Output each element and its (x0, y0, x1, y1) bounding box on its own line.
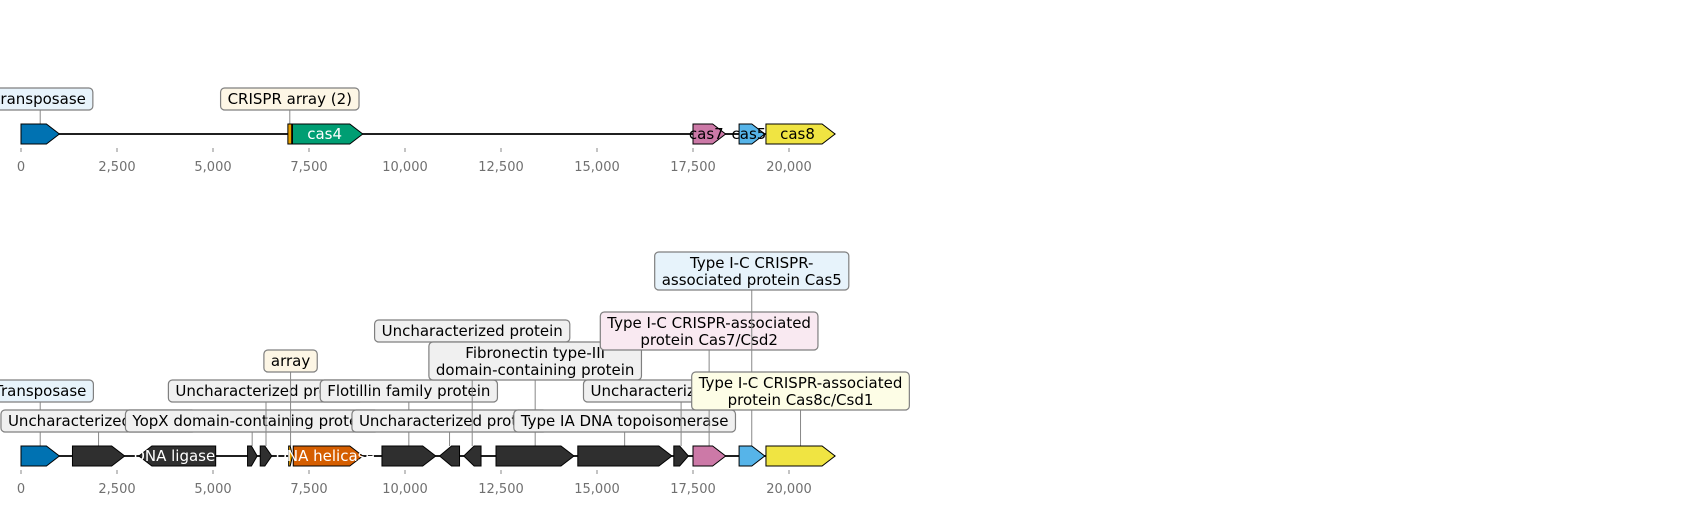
axis-tick-label: 0 (17, 482, 25, 497)
axis-tick-label: 17,500 (670, 482, 716, 497)
callout-box (599, 311, 819, 351)
callout-label: Type I-C CRISPR-associated (698, 374, 903, 392)
gene-label: cas5 (732, 125, 767, 143)
gene-callout: Uncharacterized protein (351, 409, 548, 433)
axis-tick-label: 20,000 (766, 482, 812, 497)
callout-label: Type IA DNA topoisomerase (520, 412, 729, 430)
callout-box (0, 87, 94, 111)
gene-callout: Uncharacterized protein (373, 319, 571, 343)
gene-arrow (673, 445, 690, 467)
callout-label: domain-containing protein (436, 361, 635, 379)
gene-arrow (692, 123, 727, 145)
callout-label: Fibronectin type-III (465, 344, 605, 362)
gene-arrow (71, 445, 126, 467)
axis-tick-label: 5,000 (194, 482, 231, 497)
callout-label: transposase (0, 90, 86, 108)
axis-tick-label: 12,500 (478, 160, 524, 175)
gene-label: cas8 (780, 125, 815, 143)
gene-arrow (288, 445, 294, 467)
callout-label: protein Cas7/Csd2 (640, 331, 778, 349)
gene-callout: Type I-C CRISPR-associated protein Cas5 (654, 251, 850, 291)
callout-label: Transposase (0, 382, 86, 400)
gene-arrow (292, 445, 364, 467)
axis-tick-label: 2,500 (98, 160, 135, 175)
axis-tick-label: 15,000 (574, 482, 620, 497)
callout-box (428, 341, 643, 381)
gene-arrow (20, 445, 61, 467)
axis-tick-label: 10,000 (382, 482, 428, 497)
gene-label: DNA helicase (275, 447, 374, 465)
callout-label: Uncharacterized protein (359, 412, 540, 430)
gene-arrow (738, 445, 766, 467)
gene-arrow (20, 123, 61, 145)
axis-tick-label: 10,000 (382, 160, 428, 175)
gene-label: cas4 (307, 125, 342, 143)
gene-label: cas7 (689, 125, 724, 143)
callout-label: Type I-C CRISPR- (689, 254, 813, 272)
callout-label: array (271, 352, 310, 370)
gene-callout: transposase (0, 87, 94, 111)
gene-callout: YopX domain-containing protein (124, 409, 380, 433)
callout-label: protein Cas8c/Csd1 (728, 391, 874, 409)
gene-arrow (463, 445, 482, 467)
callout-box (0, 379, 94, 403)
gene-callout: array (263, 349, 318, 373)
axis-tick-label: 2,500 (98, 482, 135, 497)
axis-tick-label: 17,500 (670, 160, 716, 175)
gene-arrow (381, 445, 437, 467)
callout-label: Type I-C CRISPR-associated (606, 314, 811, 332)
gene-arrow (291, 123, 364, 145)
axis-tick-label: 15,000 (574, 160, 620, 175)
gene-arrow (577, 445, 673, 467)
axis-tick-label: 7,500 (290, 160, 327, 175)
gene-arrow (495, 445, 575, 467)
gene-callout: Transposase (0, 379, 94, 403)
gene-callout: CRISPR array (2) (219, 87, 360, 111)
callout-label: Flotillin family protein (327, 382, 490, 400)
callout-label: Uncharacterized protein (175, 382, 356, 400)
gene-callout: Type IA DNA topoisomerase (513, 409, 737, 433)
gene-callout: Uncharacterized protein (167, 379, 365, 403)
callout-box (319, 379, 499, 403)
callout-label: associated protein Cas5 (662, 271, 842, 289)
axis-tick-label: 0 (17, 160, 25, 175)
gene-arrow (138, 445, 217, 467)
axis-tick-label: 12,500 (478, 482, 524, 497)
axis-tick-label: 20,000 (766, 160, 812, 175)
gene-arrow (692, 445, 727, 467)
gene-callout: Flotillin family protein (319, 379, 499, 403)
axis-tick-label: 7,500 (290, 482, 327, 497)
callout-label: Uncharacterized protein (382, 322, 563, 340)
gene-arrow (765, 445, 836, 467)
callout-label: CRISPR array (2) (228, 90, 352, 108)
callout-box (691, 371, 910, 411)
callout-box (654, 251, 850, 291)
callout-box (263, 349, 318, 373)
gene-arrow (287, 123, 293, 145)
callout-box (219, 87, 360, 111)
callout-label: YopX domain-containing protein (131, 412, 371, 430)
callout-layer: transposase CRISPR array (2) (0, 87, 360, 124)
axis-tick-label: 5,000 (194, 160, 231, 175)
gene-arrow (438, 445, 461, 467)
gene-label: DNA ligase (133, 447, 215, 465)
gene-arrow (247, 445, 258, 467)
gene-track-top: transposase CRISPR array (2) cas4 cas7 cas5 c… (0, 87, 836, 175)
gene-arrow (765, 123, 836, 145)
gene-arrow (738, 123, 766, 145)
gene-arrow (259, 445, 273, 467)
callout-box (513, 409, 737, 433)
